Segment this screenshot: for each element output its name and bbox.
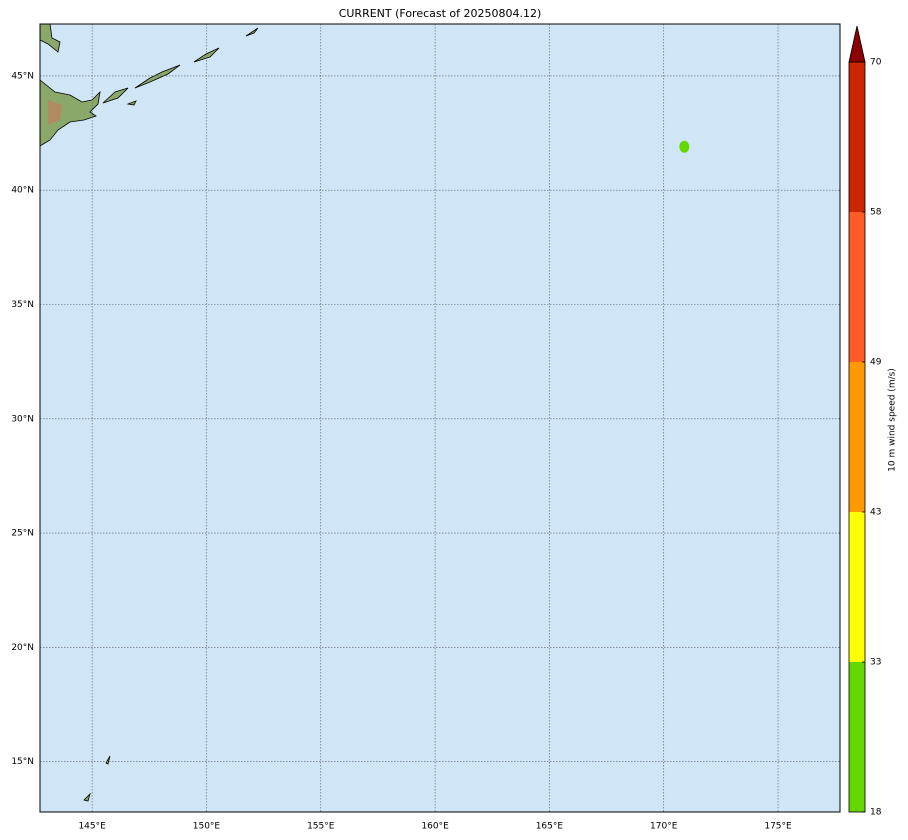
colorbar-tick-label: 33	[870, 658, 881, 668]
y-tick-label: 35°N	[11, 300, 34, 310]
colorbar-segment	[849, 62, 865, 212]
colorbar: 18 33 43 49 58 70	[848, 25, 882, 818]
colorbar-label: 10 m wind speed (m/s)	[888, 368, 898, 472]
grid	[40, 24, 840, 812]
x-tick-label: 175°E	[764, 822, 792, 832]
island	[39, 23, 61, 53]
y-tick-label: 25°N	[11, 529, 34, 539]
wind-area	[679, 140, 690, 153]
hokkaido	[39, 79, 101, 147]
y-tick-label: 20°N	[11, 643, 34, 653]
island	[245, 27, 259, 37]
y-tick-label: 40°N	[11, 186, 34, 196]
ocean	[40, 24, 840, 812]
terrain	[48, 100, 62, 125]
y-tick-label: 45°N	[11, 71, 34, 81]
colorbar-frame	[848, 61, 866, 813]
x-tick-label: 155°E	[307, 822, 335, 832]
x-tick-label: 150°E	[193, 822, 221, 832]
y-tick-label: 30°N	[11, 414, 34, 424]
colorbar-tick-label: 49	[870, 358, 882, 368]
island	[102, 87, 129, 104]
x-tick-label: 160°E	[421, 822, 449, 832]
colorbar-segment	[849, 512, 865, 662]
y-tick-label: 15°N	[11, 757, 34, 767]
x-tick-label: 165°E	[536, 822, 564, 832]
colorbar-segment	[849, 212, 865, 362]
map-frame	[39, 23, 841, 813]
island	[134, 64, 181, 89]
island	[83, 792, 91, 802]
colorbar-segment	[849, 662, 865, 812]
colorbar-segment	[849, 362, 865, 512]
x-tick-label: 170°E	[650, 822, 678, 832]
colorbar-tick-label: 43	[870, 508, 881, 518]
colorbar-extend	[848, 25, 866, 63]
colorbar-tick-label: 18	[870, 808, 882, 818]
island	[126, 100, 137, 106]
land	[39, 23, 259, 802]
colorbar-tick-label: 70	[870, 58, 882, 68]
areas	[679, 140, 690, 153]
x-tick-label: 145°E	[78, 822, 106, 832]
map-title: CURRENT (Forecast of 20250804.12)	[339, 7, 542, 20]
colorbar-tick-label: 58	[870, 208, 882, 218]
